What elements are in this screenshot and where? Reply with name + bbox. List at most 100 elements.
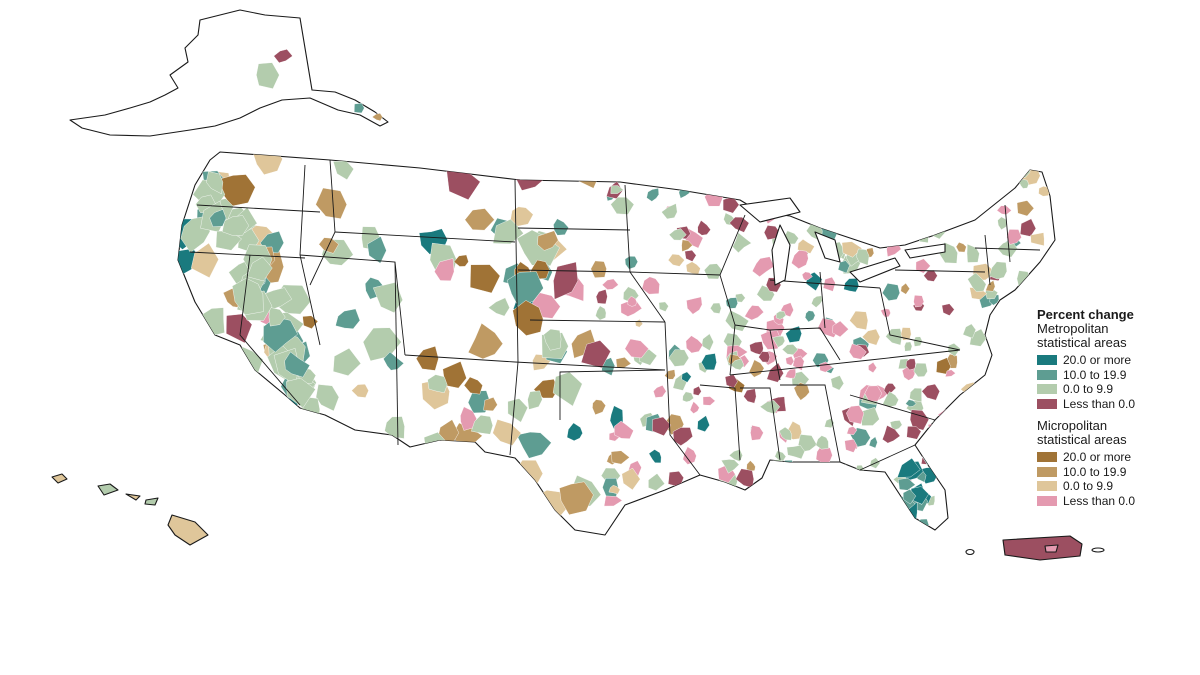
statistical-area — [868, 207, 880, 219]
statistical-area — [930, 451, 949, 464]
statistical-area — [990, 362, 1009, 378]
statistical-area — [1030, 232, 1045, 247]
statistical-area — [947, 343, 961, 357]
statistical-area — [777, 484, 790, 496]
statistical-area — [809, 195, 823, 212]
statistical-area — [614, 420, 634, 439]
statistical-area — [419, 152, 437, 168]
statistical-area — [639, 152, 655, 162]
statistical-area — [804, 310, 816, 323]
statistical-area — [179, 370, 204, 402]
statistical-area — [980, 435, 994, 449]
statistical-area — [688, 152, 701, 159]
legend-metro-label: 10.0 to 19.9 — [1063, 367, 1127, 382]
statistical-area — [580, 340, 611, 369]
statistical-area — [649, 509, 663, 523]
statistical-area — [653, 385, 667, 398]
statistical-area — [990, 472, 1006, 490]
statistical-area — [817, 152, 835, 165]
legend-metro-item: 10.0 to 19.9 — [1037, 368, 1197, 383]
statistical-area — [256, 62, 280, 89]
statistical-area — [559, 481, 594, 516]
legend-metro-swatch — [1037, 398, 1057, 409]
statistical-area — [624, 338, 649, 359]
statistical-area — [987, 176, 1003, 188]
statistical-area — [1010, 437, 1023, 453]
statistical-area — [336, 499, 361, 531]
legend-title: Percent change — [1037, 307, 1134, 322]
statistical-area — [743, 388, 757, 404]
statistical-area — [866, 503, 878, 517]
statistical-area — [697, 415, 710, 432]
statistical-area — [889, 420, 903, 431]
legend-metro-items: 20.0 or more 10.0 to 19.9 0.0 to 9.9 Less t… — [1037, 353, 1197, 411]
statistical-area — [932, 421, 950, 441]
statistical-area — [220, 418, 248, 446]
statistical-area — [925, 427, 946, 445]
statistical-area — [752, 256, 775, 277]
statistical-area — [693, 385, 702, 396]
statistical-area — [837, 260, 850, 274]
legend-micro-heading-line2: statistical areas — [1037, 432, 1127, 447]
statistical-area — [910, 209, 920, 221]
statistical-area — [488, 297, 510, 317]
statistical-area — [335, 308, 361, 330]
legend-micro-label: 0.0 to 9.9 — [1063, 479, 1114, 494]
statistical-area — [913, 336, 923, 347]
statistical-area — [812, 479, 824, 489]
statistical-area — [1018, 331, 1039, 355]
statistical-area — [415, 345, 439, 371]
statistical-area — [192, 395, 211, 411]
statistical-area — [760, 330, 782, 350]
statistical-area — [989, 261, 1008, 280]
statistical-area — [510, 459, 544, 487]
statistical-area — [702, 396, 716, 406]
statistical-area — [246, 256, 273, 282]
statistical-area — [807, 479, 820, 488]
legend-metro-swatch — [1037, 355, 1057, 366]
statistical-area — [686, 296, 703, 315]
statistical-area — [905, 358, 916, 371]
statistical-area — [648, 449, 662, 464]
statistical-area — [592, 399, 606, 416]
statistical-area — [902, 489, 917, 505]
statistical-area — [986, 152, 1002, 159]
statistical-area — [842, 210, 853, 222]
legend: Percent change Metropolitan statistical … — [1037, 307, 1197, 508]
legend-metro-item: 20.0 or more — [1037, 353, 1197, 368]
statistical-area — [682, 391, 694, 403]
statistical-area — [849, 499, 865, 513]
statistical-area — [327, 443, 366, 470]
alaska-statistical-areas — [256, 49, 383, 122]
statistical-area — [506, 271, 544, 308]
statistical-area — [371, 113, 383, 122]
statistical-area — [925, 178, 936, 190]
statistical-area — [781, 344, 799, 356]
statistical-area — [680, 163, 691, 174]
statistical-area — [896, 185, 909, 197]
statistical-area — [819, 361, 834, 373]
statistical-area — [873, 227, 887, 240]
statistical-area — [179, 347, 205, 367]
statistical-area — [601, 278, 619, 290]
statistical-area — [786, 445, 805, 460]
statistical-area — [854, 224, 876, 241]
statistical-area — [686, 480, 699, 490]
statistical-area — [1007, 476, 1021, 490]
statistical-area — [870, 497, 884, 510]
statistical-area — [968, 434, 984, 452]
statistical-area — [798, 434, 818, 452]
statistical-area — [1010, 315, 1022, 330]
statistical-area — [566, 422, 583, 442]
statistical-area — [610, 197, 635, 215]
statistical-area — [249, 512, 279, 535]
legend-micro-label: 20.0 or more — [1063, 450, 1132, 465]
statistical-area — [785, 325, 802, 343]
statistical-area — [754, 159, 778, 179]
statistical-area — [206, 171, 224, 195]
statistical-area — [968, 464, 981, 477]
statistical-area — [965, 416, 986, 434]
statistical-area — [650, 152, 666, 160]
statistical-area — [1020, 288, 1030, 297]
